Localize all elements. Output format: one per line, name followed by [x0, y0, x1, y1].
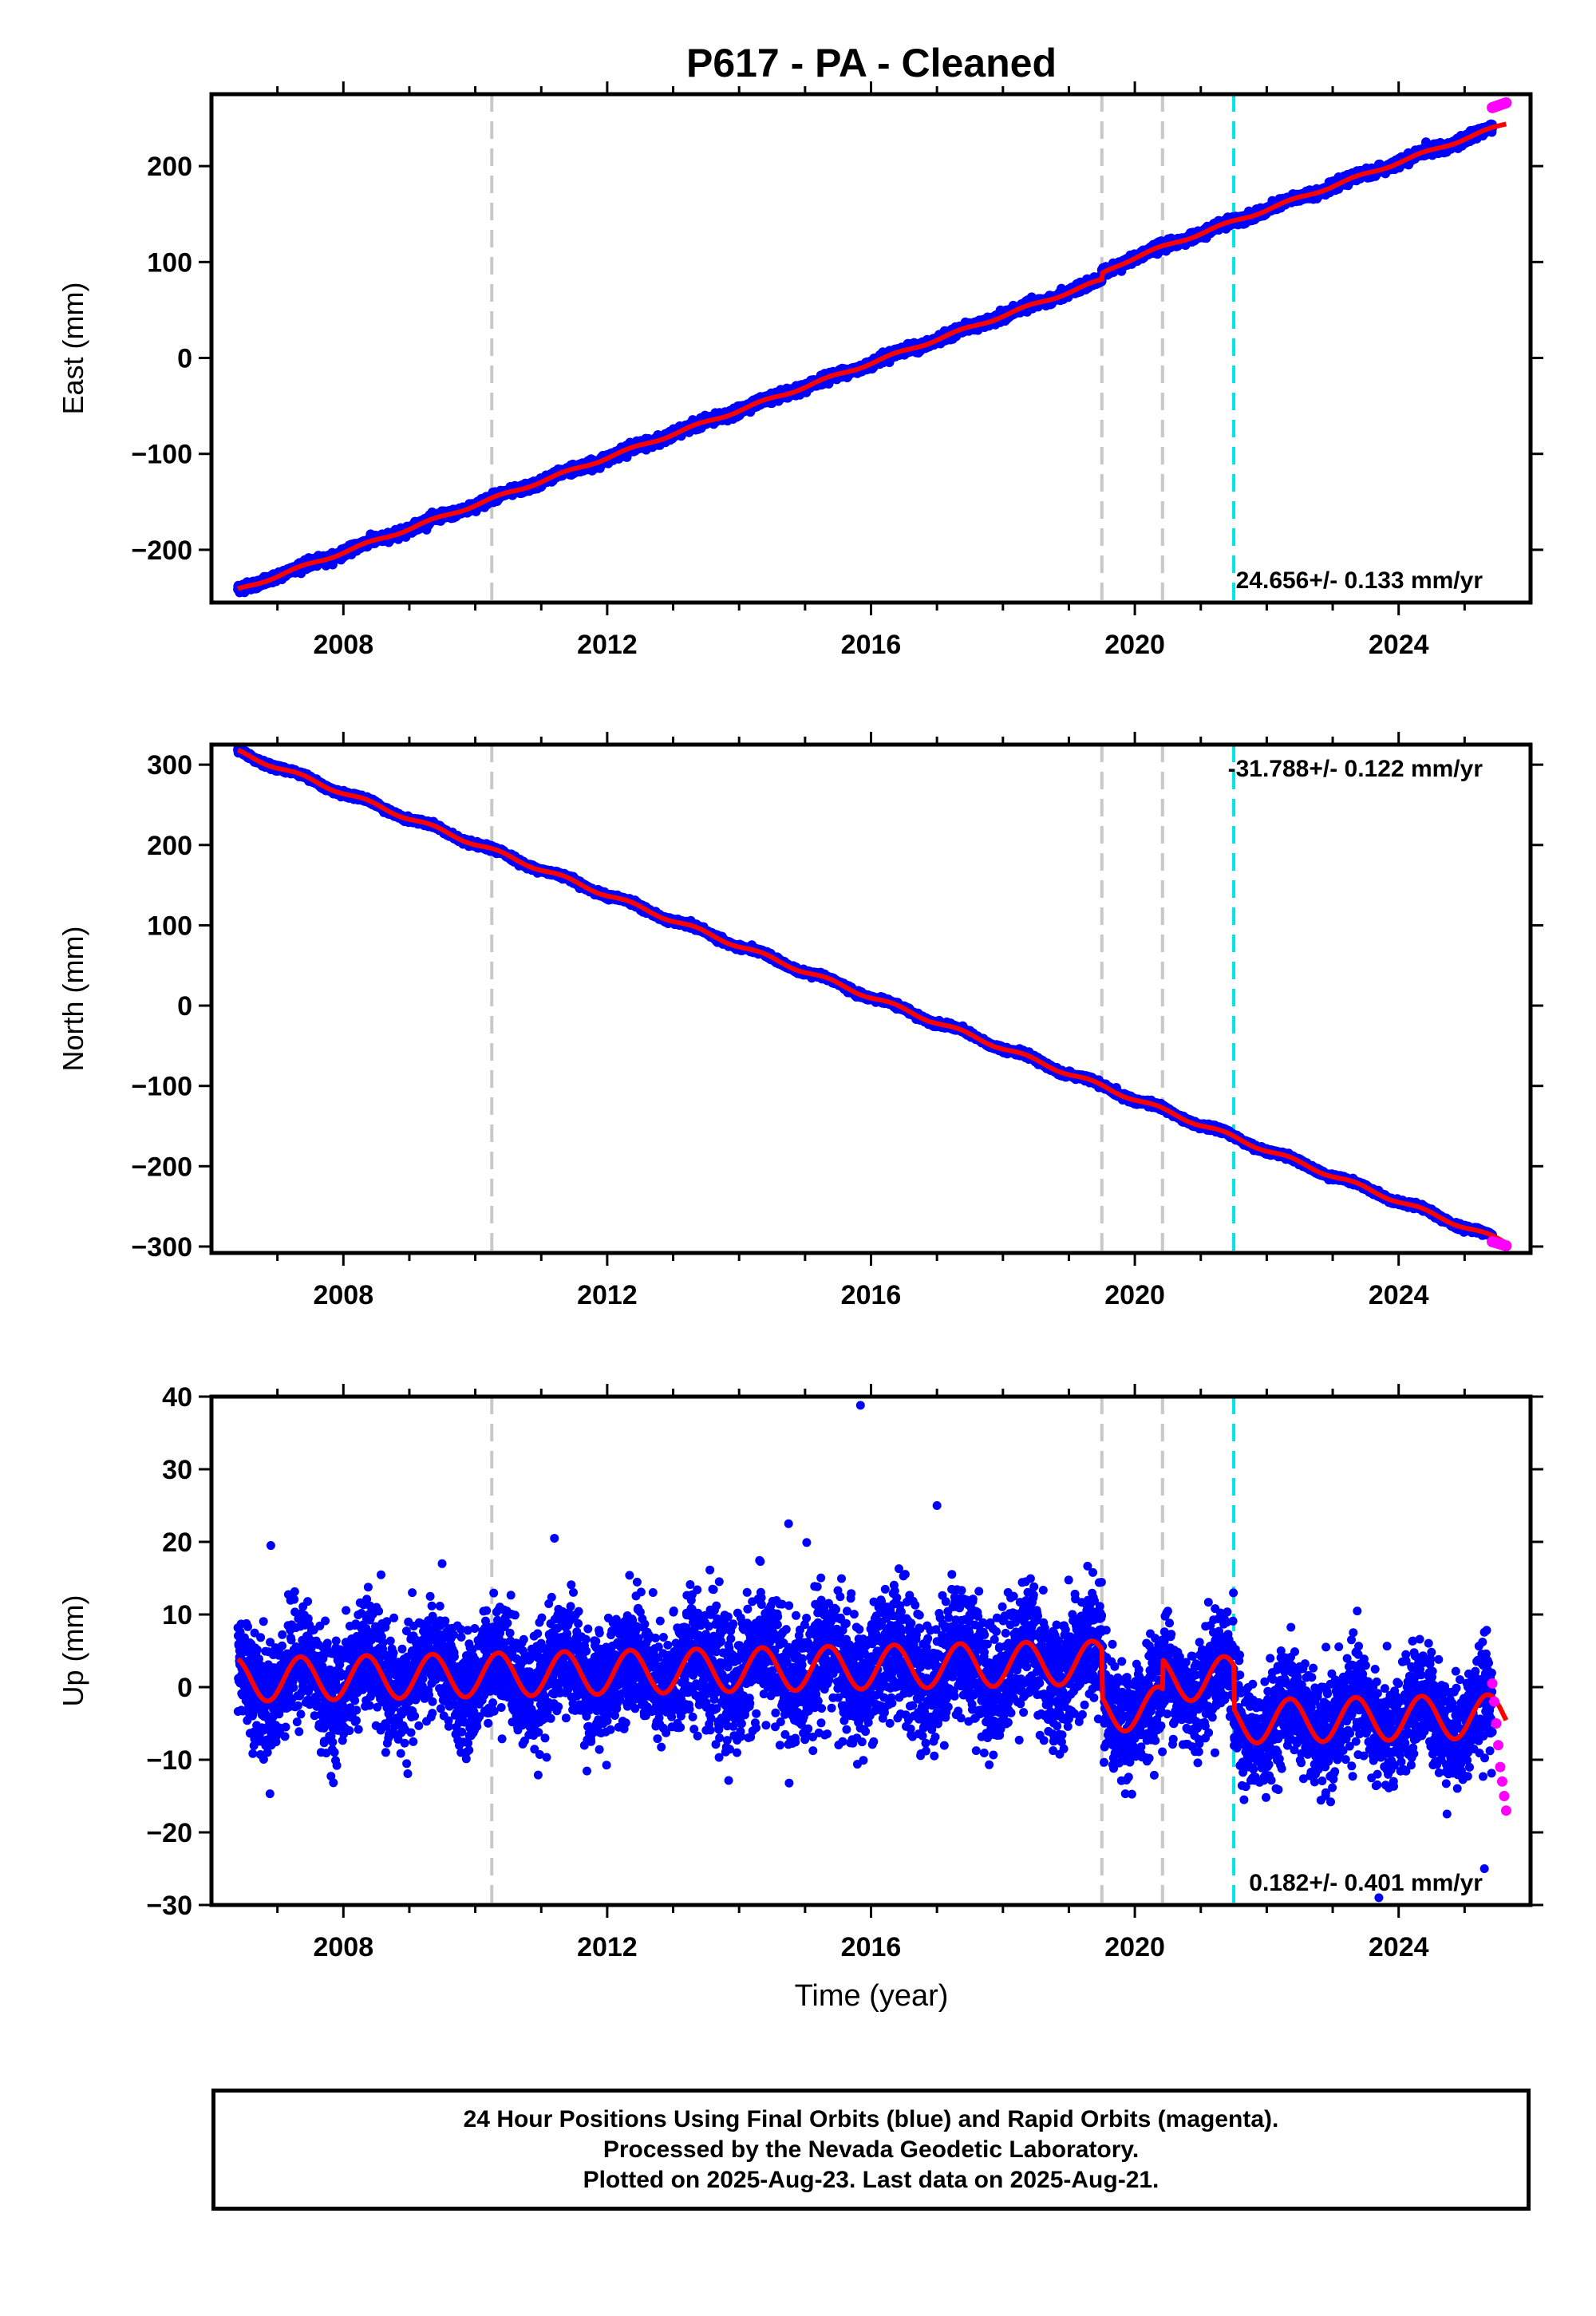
chart-title: P617 - PA - Cleaned	[686, 41, 1057, 85]
east-final-orbit-points	[233, 119, 1498, 598]
east-plot-area	[233, 94, 1512, 603]
